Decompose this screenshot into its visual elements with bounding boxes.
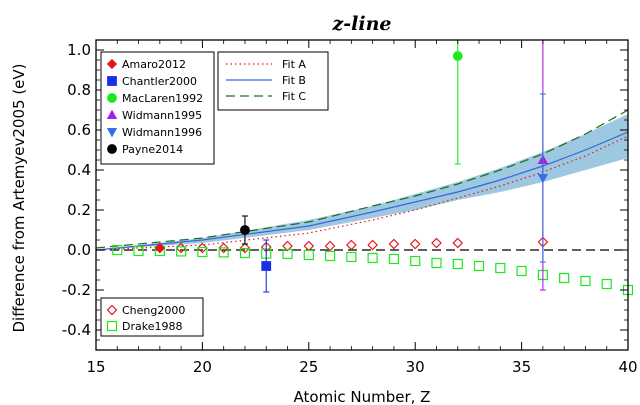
point-widmann1996	[537, 173, 549, 184]
x-axis-label: Atomic Number, Z	[294, 388, 431, 405]
point-drake1988	[176, 246, 187, 257]
legend-label-fit-b: Fit B	[282, 74, 306, 87]
point-cheng2000	[431, 237, 442, 249]
x-tick-label: 25	[299, 358, 318, 376]
legend-label-amaro2012: Amaro2012	[122, 58, 186, 71]
point-drake1988	[239, 247, 251, 259]
x-tick-label: 40	[618, 358, 637, 376]
point-drake1988	[282, 248, 293, 260]
legend-marker-amaro2012	[106, 58, 118, 70]
legend-label-cheng2000: Cheng2000	[122, 304, 185, 317]
legend-marker-payne2014	[107, 144, 117, 154]
point-amaro2012	[154, 242, 165, 254]
point-drake1988	[346, 251, 357, 263]
point-drake1988	[133, 245, 144, 257]
fit-line-fit-b	[96, 131, 628, 251]
legend-markers: Amaro2012 Chantler2000 MacLaren1992 Widmann…	[100, 51, 215, 165]
point-drake1988	[580, 275, 591, 287]
point-cheng2000	[303, 240, 315, 252]
point-drake1988	[516, 265, 527, 277]
point-cheng2000	[324, 240, 336, 252]
legend-label-maclaren1992: MacLaren1992	[122, 92, 203, 105]
legend-label-payne2014: Payne2014	[122, 143, 183, 156]
point-cheng2000	[452, 237, 464, 249]
x-tick-label: 15	[86, 358, 105, 376]
point-drake1988	[388, 253, 400, 265]
y-tick-label: 0.4	[67, 161, 91, 179]
chart-title: z-line	[331, 13, 391, 35]
fit-line-fit-c	[96, 109, 628, 249]
point-cheng2000	[282, 240, 293, 252]
y-tick-label: 0.0	[67, 241, 91, 259]
fit-band-layer	[96, 114, 628, 250]
plot-frame	[95, 39, 629, 351]
point-drake1988	[473, 260, 485, 272]
legend-theory-box	[100, 297, 204, 337]
point-drake1988	[324, 250, 336, 262]
point-cheng2000	[388, 238, 400, 250]
legend-label-drake1988: Drake1988	[122, 320, 182, 333]
point-payne2014	[240, 225, 250, 235]
legend-label-fit-c: Fit C	[282, 90, 306, 103]
point-drake1988	[495, 262, 506, 274]
legend-fits: Fit A Fit B Fit C	[217, 51, 329, 111]
point-drake1988	[431, 257, 442, 269]
legend-label-widmann1995: Widmann1995	[122, 109, 202, 122]
legend-marker-cheng2000	[106, 304, 118, 316]
legend-marker-chantler2000	[107, 76, 117, 86]
point-drake1988	[303, 249, 314, 261]
fit-band	[96, 114, 628, 250]
point-cheng2000	[175, 242, 187, 254]
legend-marker-widmann1995	[106, 109, 118, 119]
legend-label-widmann1996: Widmann1996	[122, 126, 202, 139]
x-tick-label: 30	[406, 358, 425, 376]
point-cheng2000	[218, 242, 230, 254]
point-drake1988	[452, 258, 463, 270]
y-tick-label: -0.2	[62, 281, 91, 299]
point-cheng2000	[367, 239, 378, 251]
point-cheng2000	[346, 239, 357, 251]
legend-measurements-box	[100, 51, 215, 165]
y-tick-label: 0.8	[67, 81, 91, 99]
point-drake1988	[218, 247, 229, 258]
measurement-points-layer	[154, 40, 549, 293]
y-tick-label: 0.2	[67, 201, 91, 219]
legend-fits-box	[217, 51, 329, 111]
y-tick-label: 0.6	[67, 121, 91, 139]
point-cheng2000	[409, 238, 421, 250]
x-tick-label: 35	[512, 358, 531, 376]
point-drake1988	[410, 255, 421, 267]
legend-marker-maclaren1992	[107, 93, 117, 103]
point-cheng2000	[197, 242, 208, 254]
fit-line-fit-a	[96, 135, 628, 251]
legend-label-fit-a: Fit A	[282, 58, 306, 71]
y-tick-label: -0.4	[62, 321, 91, 339]
legend-theory: Cheng2000 Drake1988	[100, 297, 204, 337]
fit-lines-layer	[96, 109, 628, 251]
point-maclaren1992	[452, 51, 463, 61]
axis-ticks-layer: 15 20 25 30 35 40 -0.4 -0.2 0.0 0.2 0.4 0.6 0.8 1.0	[62, 40, 638, 376]
legend-marker-widmann1996	[106, 127, 118, 138]
y-tick-label: 1.0	[67, 41, 91, 59]
x-tick-label: 20	[193, 358, 212, 376]
point-drake1988	[197, 246, 208, 258]
point-drake1988	[367, 252, 378, 264]
point-chantler2000	[261, 261, 272, 271]
point-drake1988	[601, 278, 612, 290]
point-drake1988	[559, 272, 570, 284]
point-drake1988	[112, 244, 123, 256]
y-axis-label: Difference from Artemyev2005 (eV)	[10, 63, 28, 332]
legend-marker-drake1988	[106, 320, 118, 332]
legend-label-chantler2000: Chantler2000	[122, 75, 197, 88]
point-cheng2000	[239, 242, 251, 254]
